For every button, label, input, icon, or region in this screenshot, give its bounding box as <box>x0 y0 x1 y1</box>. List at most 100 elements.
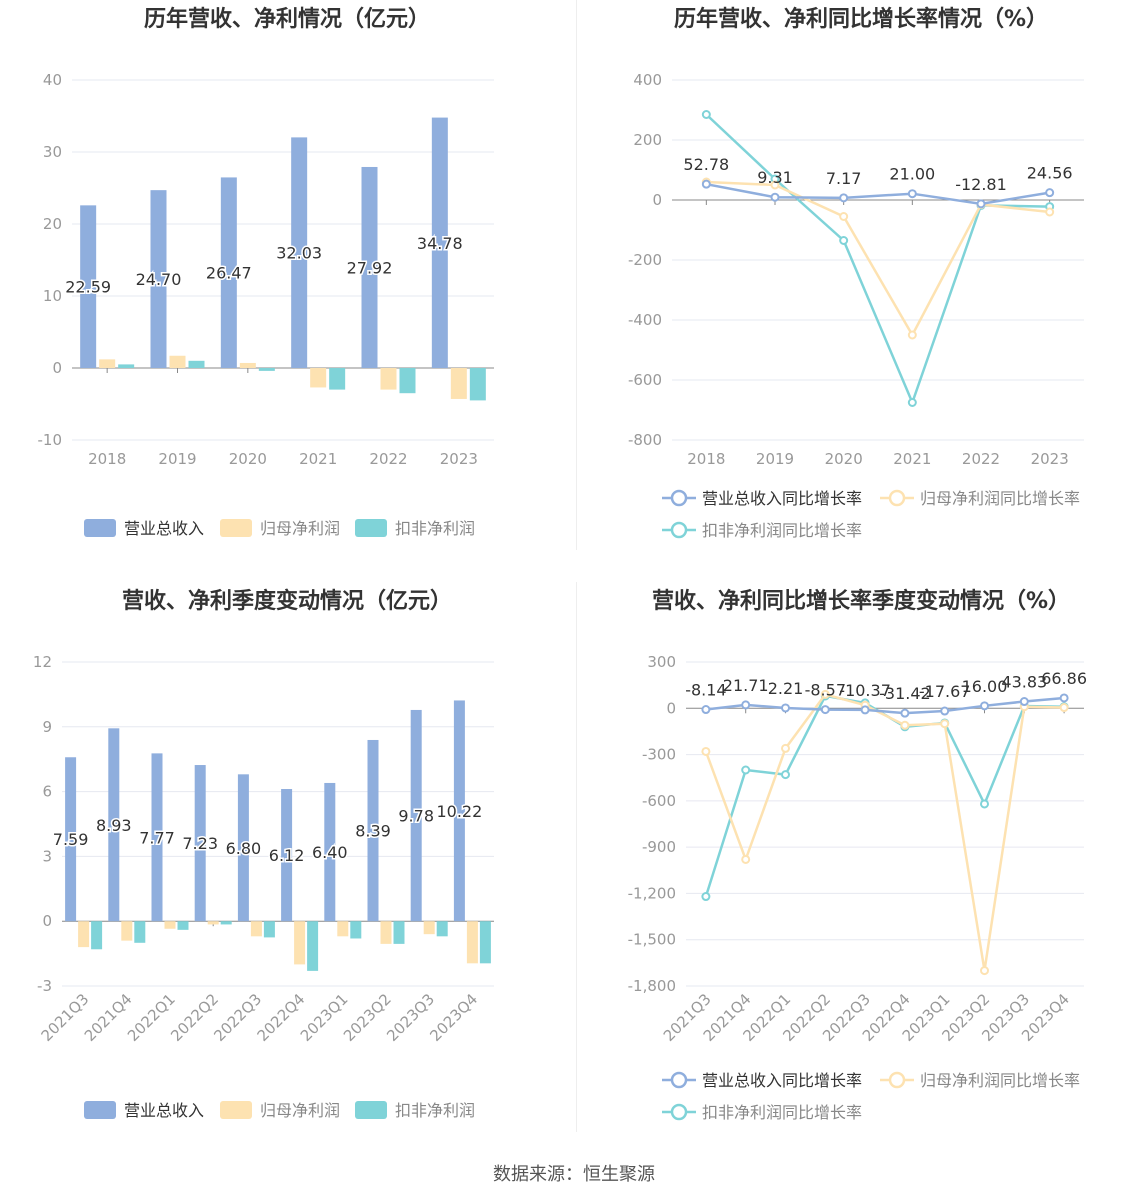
bar-net-profit <box>380 921 392 944</box>
bar-net-profit <box>294 921 306 965</box>
y-tick-label: 10 <box>43 287 62 305</box>
data-label: -8.14 <box>685 681 726 700</box>
x-tick-label: 2023 <box>440 450 478 468</box>
data-point <box>781 770 790 780</box>
chart-title: 历年营收、净利情况（亿元） <box>144 6 430 32</box>
data-point <box>860 705 870 715</box>
bar-deducted-profit <box>258 368 275 371</box>
bar-net-profit <box>466 921 478 964</box>
y-tick-label: 0 <box>652 191 662 209</box>
y-tick-label: -600 <box>628 371 662 389</box>
data-point <box>820 705 830 715</box>
y-tick-label: -200 <box>628 251 662 269</box>
data-point <box>839 236 849 245</box>
bar-net-profit <box>78 921 90 948</box>
bar-deducted-profit <box>134 921 146 943</box>
chart-svg: 历年营收、净利同比增长率情况（%） -800 -600 -400 -200 0 200 400… <box>628 6 1084 540</box>
y-tick-label: -1,200 <box>628 884 676 902</box>
y-tick-label: 9 <box>42 718 52 736</box>
quarterly-growth-line-chart: 营收、净利同比增长率季度变动情况（%） -1,800 -1,500 -1,200 -90… <box>574 582 1148 1162</box>
data-label: 21.71 <box>723 676 769 695</box>
bar-deducted-profit <box>436 921 448 937</box>
data-point <box>1059 693 1069 703</box>
data-point <box>907 330 917 340</box>
legend-label: 归母净利润同比增长率 <box>920 489 1080 508</box>
legend-label: 营业总收入 <box>124 519 204 538</box>
bar-revenue <box>410 709 422 922</box>
chart-svg: 历年营收、净利情况（亿元） -10 0 10 20 30 40 2018 2019 2020 202… <box>38 6 494 538</box>
data-point <box>976 199 986 209</box>
data-label: 66.86 <box>1041 669 1087 688</box>
legend-marker <box>670 489 688 507</box>
data-point <box>907 398 917 407</box>
data-point <box>940 706 950 716</box>
bar-deducted-profit <box>393 921 405 944</box>
data-label: 32.03 <box>276 244 322 263</box>
data-point <box>900 708 910 718</box>
x-tick-label: 2018 <box>88 450 126 468</box>
data-label: 2.21 <box>768 679 804 698</box>
legend-label: 归母净利润 <box>260 1101 340 1120</box>
data-label: 24.56 <box>1027 164 1073 183</box>
y-tick-label: -400 <box>628 311 662 329</box>
data-label: 34.78 <box>417 234 463 253</box>
data-point <box>781 743 790 753</box>
legend-label: 扣非净利润 <box>395 1101 475 1120</box>
bar-net-profit <box>207 921 219 925</box>
data-point <box>1059 703 1069 713</box>
x-tick-label: 2021 <box>299 450 337 468</box>
data-label: -31.42 <box>879 684 931 703</box>
bar-revenue <box>108 728 120 922</box>
data-label: 7.23 <box>182 834 218 853</box>
legend-swatch <box>84 519 116 537</box>
legend-swatch <box>355 1101 387 1119</box>
bar-deducted-profit <box>350 921 362 939</box>
data-point <box>701 892 711 902</box>
legend-label: 扣非净利润同比增长率 <box>702 1103 862 1122</box>
bar-deducted-profit <box>399 368 416 394</box>
data-point <box>701 179 711 189</box>
series-line <box>706 180 1050 338</box>
data-label: 8.39 <box>355 822 391 841</box>
y-tick-label: 400 <box>633 71 662 89</box>
bar-revenue <box>65 757 77 922</box>
bar-revenue <box>453 700 465 922</box>
bar-revenue <box>324 782 336 922</box>
x-tick-label: 2022 <box>962 450 1000 468</box>
data-point <box>1045 207 1055 217</box>
data-label: -12.81 <box>955 175 1007 194</box>
legend-marker <box>670 1071 688 1089</box>
bar-revenue <box>361 166 378 368</box>
x-tick-label: 2023Q4 <box>426 990 481 1045</box>
chart-title: 营收、净利季度变动情况（亿元） <box>122 588 452 614</box>
data-label: 9.31 <box>757 168 793 187</box>
bar-net-profit <box>99 359 116 368</box>
bar-revenue <box>237 774 249 922</box>
legend-swatch <box>220 1101 252 1119</box>
legend-marker <box>670 1103 688 1121</box>
data-label: 9.78 <box>398 807 434 826</box>
x-tick-label: 2019 <box>158 450 196 468</box>
bar-net-profit <box>337 921 349 937</box>
data-point <box>701 110 711 119</box>
y-tick-label: 3 <box>42 847 52 865</box>
data-label: 26.47 <box>206 264 252 283</box>
data-point <box>839 193 849 203</box>
data-label: 7.59 <box>53 830 89 849</box>
data-label: 22.59 <box>65 278 111 297</box>
legend-label: 扣非净利润 <box>395 519 475 538</box>
legend-swatch <box>84 1101 116 1119</box>
y-tick-label: 0 <box>52 359 62 377</box>
data-point <box>781 703 790 713</box>
bar-deducted-profit <box>479 921 491 964</box>
bar-deducted-profit <box>263 921 275 938</box>
bar-deducted-profit <box>307 921 319 971</box>
y-tick-label: -10 <box>38 431 63 449</box>
divider-top <box>576 0 577 550</box>
chart-svg: 营收、净利同比增长率季度变动情况（%） -1,800 -1,500 -1,200 -90… <box>628 588 1087 1122</box>
y-tick-label: -3 <box>37 977 52 995</box>
bar-net-profit <box>169 355 186 368</box>
series-line <box>706 182 1050 206</box>
legend-swatch <box>220 519 252 537</box>
data-point <box>741 765 751 775</box>
